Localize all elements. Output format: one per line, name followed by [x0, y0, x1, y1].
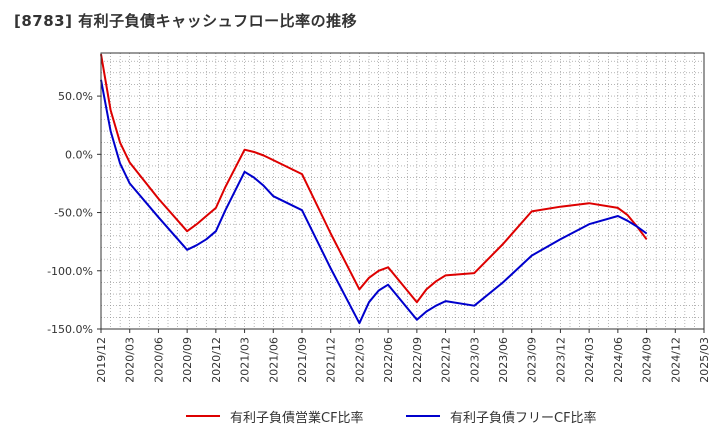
x-tick-label: 2022/03 — [353, 337, 366, 383]
x-tick-label: 2021/09 — [296, 337, 309, 383]
plot-background — [101, 53, 704, 329]
y-tick-label: -150.0% — [47, 323, 93, 336]
vertical-gridlines — [110, 53, 695, 329]
x-tick-label: 2023/12 — [554, 337, 567, 383]
x-tick-label: 2021/03 — [239, 337, 252, 383]
x-tick-label: 2021/06 — [267, 337, 280, 383]
legend-item-free-cf: 有利子負債フリーCF比率 — [406, 404, 597, 428]
y-tick-label: -100.0% — [47, 265, 93, 278]
x-tick-label: 2019/12 — [95, 337, 108, 383]
x-tick-label: 2022/12 — [440, 337, 453, 383]
legend: 有利子負債営業CF比率 有利子負債フリーCF比率 — [0, 404, 720, 428]
series-line-free-cf — [100, 79, 648, 325]
x-tick-label: 2020/06 — [152, 337, 165, 383]
x-tick-label: 2024/06 — [612, 337, 625, 383]
y-tick-label: -50.0% — [54, 207, 93, 220]
x-tick-label: 2024/09 — [641, 337, 654, 383]
x-tick-label: 2022/06 — [382, 337, 395, 383]
series-layer — [100, 54, 648, 325]
x-tick-label: 2024/03 — [583, 337, 596, 383]
legend-item-operating-cf: 有利子負債営業CF比率 — [186, 404, 364, 428]
series-line-operating-cf — [100, 54, 648, 304]
legend-swatch-red — [186, 415, 220, 417]
x-tick-label: 2020/03 — [124, 337, 137, 383]
x-tick-label: 2022/09 — [411, 337, 424, 383]
x-tick-label: 2020/12 — [210, 337, 223, 383]
x-tick-label: 2021/12 — [325, 337, 338, 383]
y-tick-label: 50.0% — [58, 90, 93, 103]
legend-label-free-cf: 有利子負債フリーCF比率 — [450, 410, 597, 426]
plot-border — [100, 52, 705, 330]
chart-title: [8783] 有利子負債キャッシュフロー比率の推移 — [14, 12, 358, 30]
x-tick-label: 2023/09 — [526, 337, 539, 383]
x-tick-label: 2020/09 — [181, 337, 194, 383]
legend-swatch-blue — [406, 415, 440, 417]
y-axis-ticks: 50.0% 0.0% -50.0% -100.0% -150.0% — [47, 90, 101, 336]
x-tick-label: 2023/03 — [468, 337, 481, 383]
x-tick-label: 2024/12 — [669, 337, 682, 383]
x-tick-label: 2023/06 — [497, 337, 510, 383]
x-axis-ticks: 2019/12 2020/03 2020/06 2020/09 2020/12 2021/… — [95, 329, 711, 383]
legend-label-operating-cf: 有利子負債営業CF比率 — [230, 410, 364, 426]
y-tick-label: 0.0% — [65, 148, 93, 161]
x-tick-label: 2025/03 — [698, 337, 711, 383]
